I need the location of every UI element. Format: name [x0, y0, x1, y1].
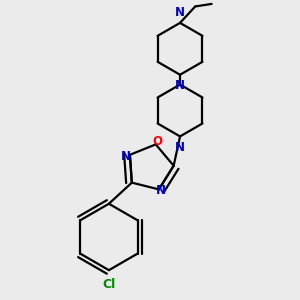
Text: Cl: Cl	[102, 278, 116, 291]
Text: O: O	[152, 135, 162, 148]
Text: N: N	[175, 79, 185, 92]
Text: N: N	[155, 184, 166, 197]
Text: N: N	[121, 150, 131, 163]
Text: N: N	[175, 6, 185, 19]
Text: N: N	[175, 140, 185, 154]
